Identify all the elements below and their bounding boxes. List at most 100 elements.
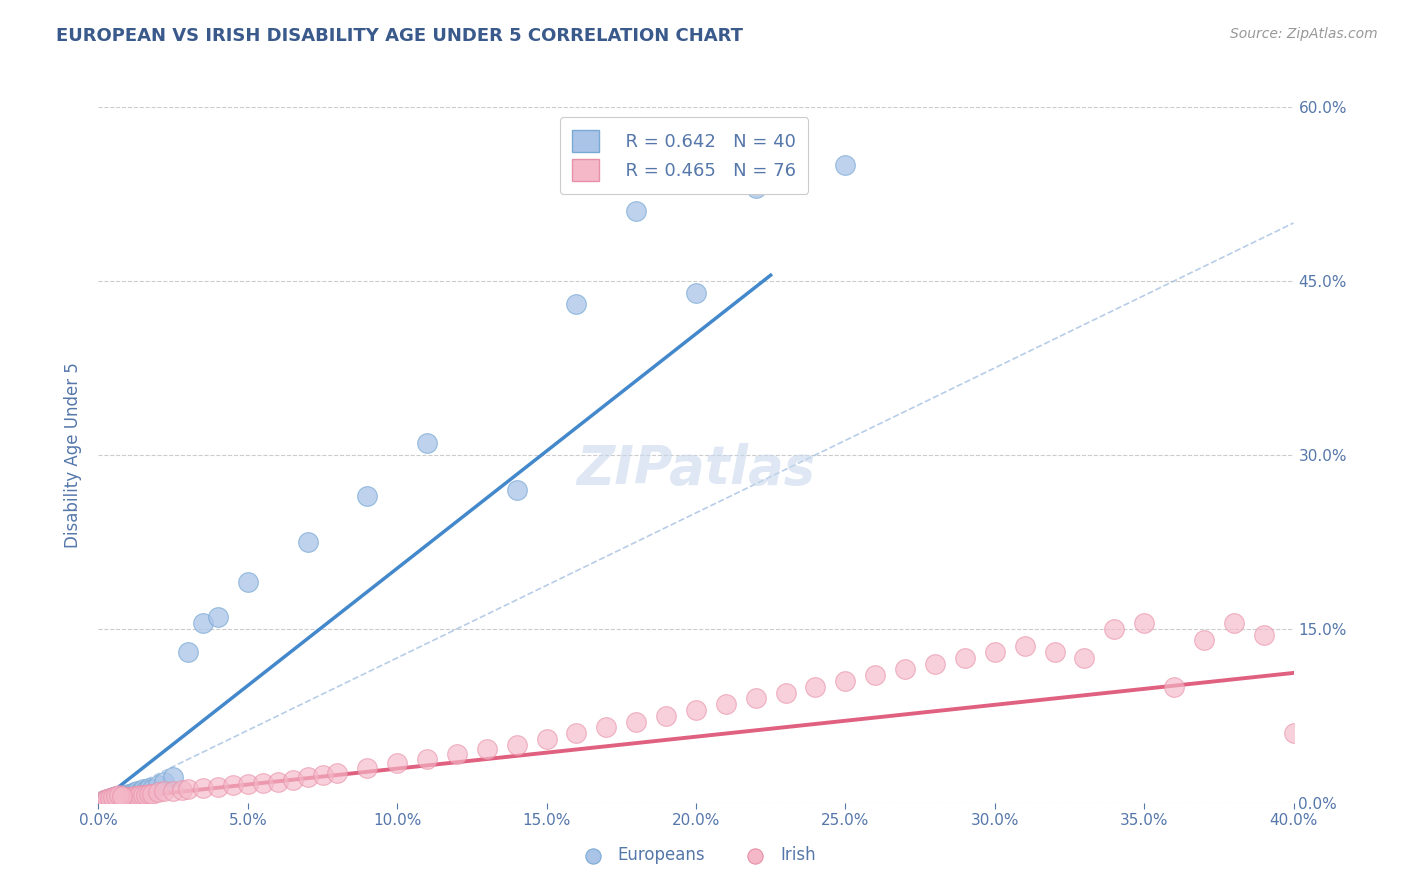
Point: [775, 685, 797, 699]
Point: [148, 785, 170, 799]
Point: [105, 789, 128, 803]
Point: [105, 791, 128, 805]
Point: [103, 791, 125, 805]
Point: [100, 793, 122, 807]
Y-axis label: Disability Age Under 5: Disability Age Under 5: [65, 362, 83, 548]
Point: [1104, 622, 1126, 636]
Point: [96, 792, 118, 806]
Point: [129, 785, 152, 799]
Point: [114, 788, 136, 802]
Point: [135, 788, 157, 802]
Point: [111, 790, 134, 805]
Text: EUROPEAN VS IRISH DISABILITY AGE UNDER 5 CORRELATION CHART: EUROPEAN VS IRISH DISABILITY AGE UNDER 5…: [56, 27, 744, 45]
Point: [103, 790, 125, 805]
Point: [207, 610, 229, 624]
Point: [297, 770, 319, 784]
Point: [117, 791, 139, 805]
Point: [1282, 726, 1305, 740]
Point: [416, 436, 439, 450]
Point: [834, 158, 856, 172]
Point: [984, 645, 1007, 659]
Point: [385, 756, 409, 771]
Point: [236, 575, 259, 590]
Point: [222, 778, 245, 792]
Point: [506, 483, 529, 497]
Point: [153, 784, 176, 798]
Point: [105, 789, 128, 803]
Point: [103, 792, 125, 806]
Point: [153, 775, 176, 789]
Point: [536, 731, 558, 746]
Point: [595, 721, 617, 735]
Point: [745, 691, 768, 706]
Point: [1133, 615, 1156, 630]
Point: [191, 615, 214, 630]
Point: [252, 776, 274, 790]
Point: [120, 790, 142, 805]
Point: [127, 789, 149, 803]
Point: [141, 781, 163, 796]
Point: [148, 778, 170, 792]
Point: [714, 698, 737, 712]
Point: [96, 792, 118, 806]
Point: [804, 680, 827, 694]
Point: [326, 765, 349, 780]
Point: [626, 714, 648, 729]
Point: [138, 780, 160, 795]
Point: [108, 788, 131, 802]
Point: [475, 742, 498, 756]
Point: [1073, 651, 1095, 665]
Point: [1192, 633, 1215, 648]
Point: [117, 787, 139, 801]
Point: [103, 792, 125, 806]
Point: [108, 790, 131, 805]
Point: [177, 645, 200, 659]
Point: [565, 726, 588, 740]
Point: [685, 285, 707, 300]
Point: [1163, 680, 1185, 694]
Point: [103, 790, 125, 805]
Point: [93, 793, 115, 807]
Point: [1223, 615, 1246, 630]
Point: [281, 772, 304, 787]
Point: [1043, 645, 1066, 659]
Point: [894, 662, 917, 676]
Point: [114, 789, 136, 803]
Point: [177, 781, 200, 796]
Point: [172, 783, 194, 797]
Point: [135, 783, 157, 797]
Point: [834, 674, 856, 689]
Text: Source: ZipAtlas.com: Source: ZipAtlas.com: [1230, 27, 1378, 41]
Point: [111, 790, 134, 805]
Point: [124, 787, 146, 801]
Point: [626, 204, 648, 219]
Point: [565, 297, 588, 311]
Point: [93, 793, 115, 807]
Point: [356, 489, 378, 503]
Point: [297, 534, 319, 549]
Point: [111, 789, 134, 803]
Point: [120, 789, 142, 803]
Point: [953, 651, 976, 665]
Legend: Europeans, Irish: Europeans, Irish: [569, 839, 823, 871]
Point: [865, 668, 887, 682]
Point: [207, 780, 229, 794]
Point: [655, 708, 678, 723]
Text: ZIPatlas: ZIPatlas: [576, 442, 815, 495]
Point: [162, 770, 184, 784]
Point: [108, 791, 131, 805]
Point: [685, 703, 707, 717]
Point: [191, 780, 214, 795]
Point: [124, 785, 146, 799]
Point: [132, 781, 155, 796]
Point: [124, 789, 146, 803]
Point: [114, 790, 136, 805]
Point: [114, 791, 136, 805]
Point: [127, 784, 149, 798]
Point: [1253, 628, 1275, 642]
Point: [506, 738, 529, 752]
Point: [132, 788, 155, 802]
Point: [108, 792, 131, 806]
Point: [141, 787, 163, 801]
Point: [100, 791, 122, 805]
